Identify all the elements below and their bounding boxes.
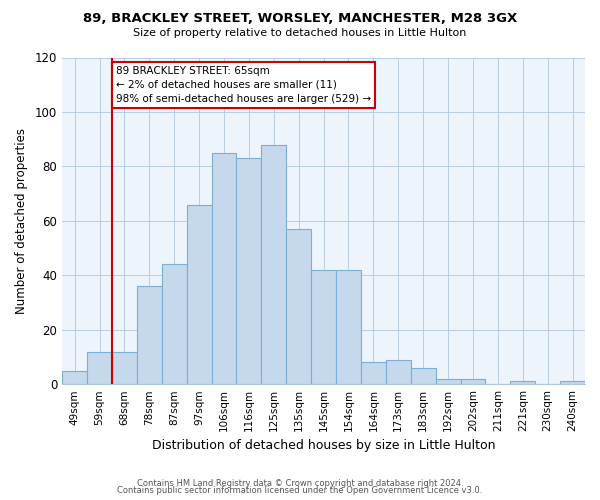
Text: Size of property relative to detached houses in Little Hulton: Size of property relative to detached ho… [133,28,467,38]
Bar [137,286,162,384]
Bar [212,153,236,384]
Bar [236,158,262,384]
Bar [162,264,187,384]
Bar [511,382,535,384]
Bar [411,368,436,384]
Bar [311,270,336,384]
Bar [112,352,137,384]
Text: Contains public sector information licensed under the Open Government Licence v3: Contains public sector information licen… [118,486,482,495]
Bar [560,382,585,384]
Bar [286,229,311,384]
Bar [386,360,411,384]
Bar [62,370,87,384]
Text: 89 BRACKLEY STREET: 65sqm
← 2% of detached houses are smaller (11)
98% of semi-d: 89 BRACKLEY STREET: 65sqm ← 2% of detach… [116,66,371,104]
Bar [262,144,286,384]
X-axis label: Distribution of detached houses by size in Little Hulton: Distribution of detached houses by size … [152,440,496,452]
Bar [461,378,485,384]
Bar [87,352,112,384]
Y-axis label: Number of detached properties: Number of detached properties [15,128,28,314]
Bar [361,362,386,384]
Bar [336,270,361,384]
Text: Contains HM Land Registry data © Crown copyright and database right 2024.: Contains HM Land Registry data © Crown c… [137,478,463,488]
Bar [187,204,212,384]
Text: 89, BRACKLEY STREET, WORSLEY, MANCHESTER, M28 3GX: 89, BRACKLEY STREET, WORSLEY, MANCHESTER… [83,12,517,26]
Bar [436,378,461,384]
